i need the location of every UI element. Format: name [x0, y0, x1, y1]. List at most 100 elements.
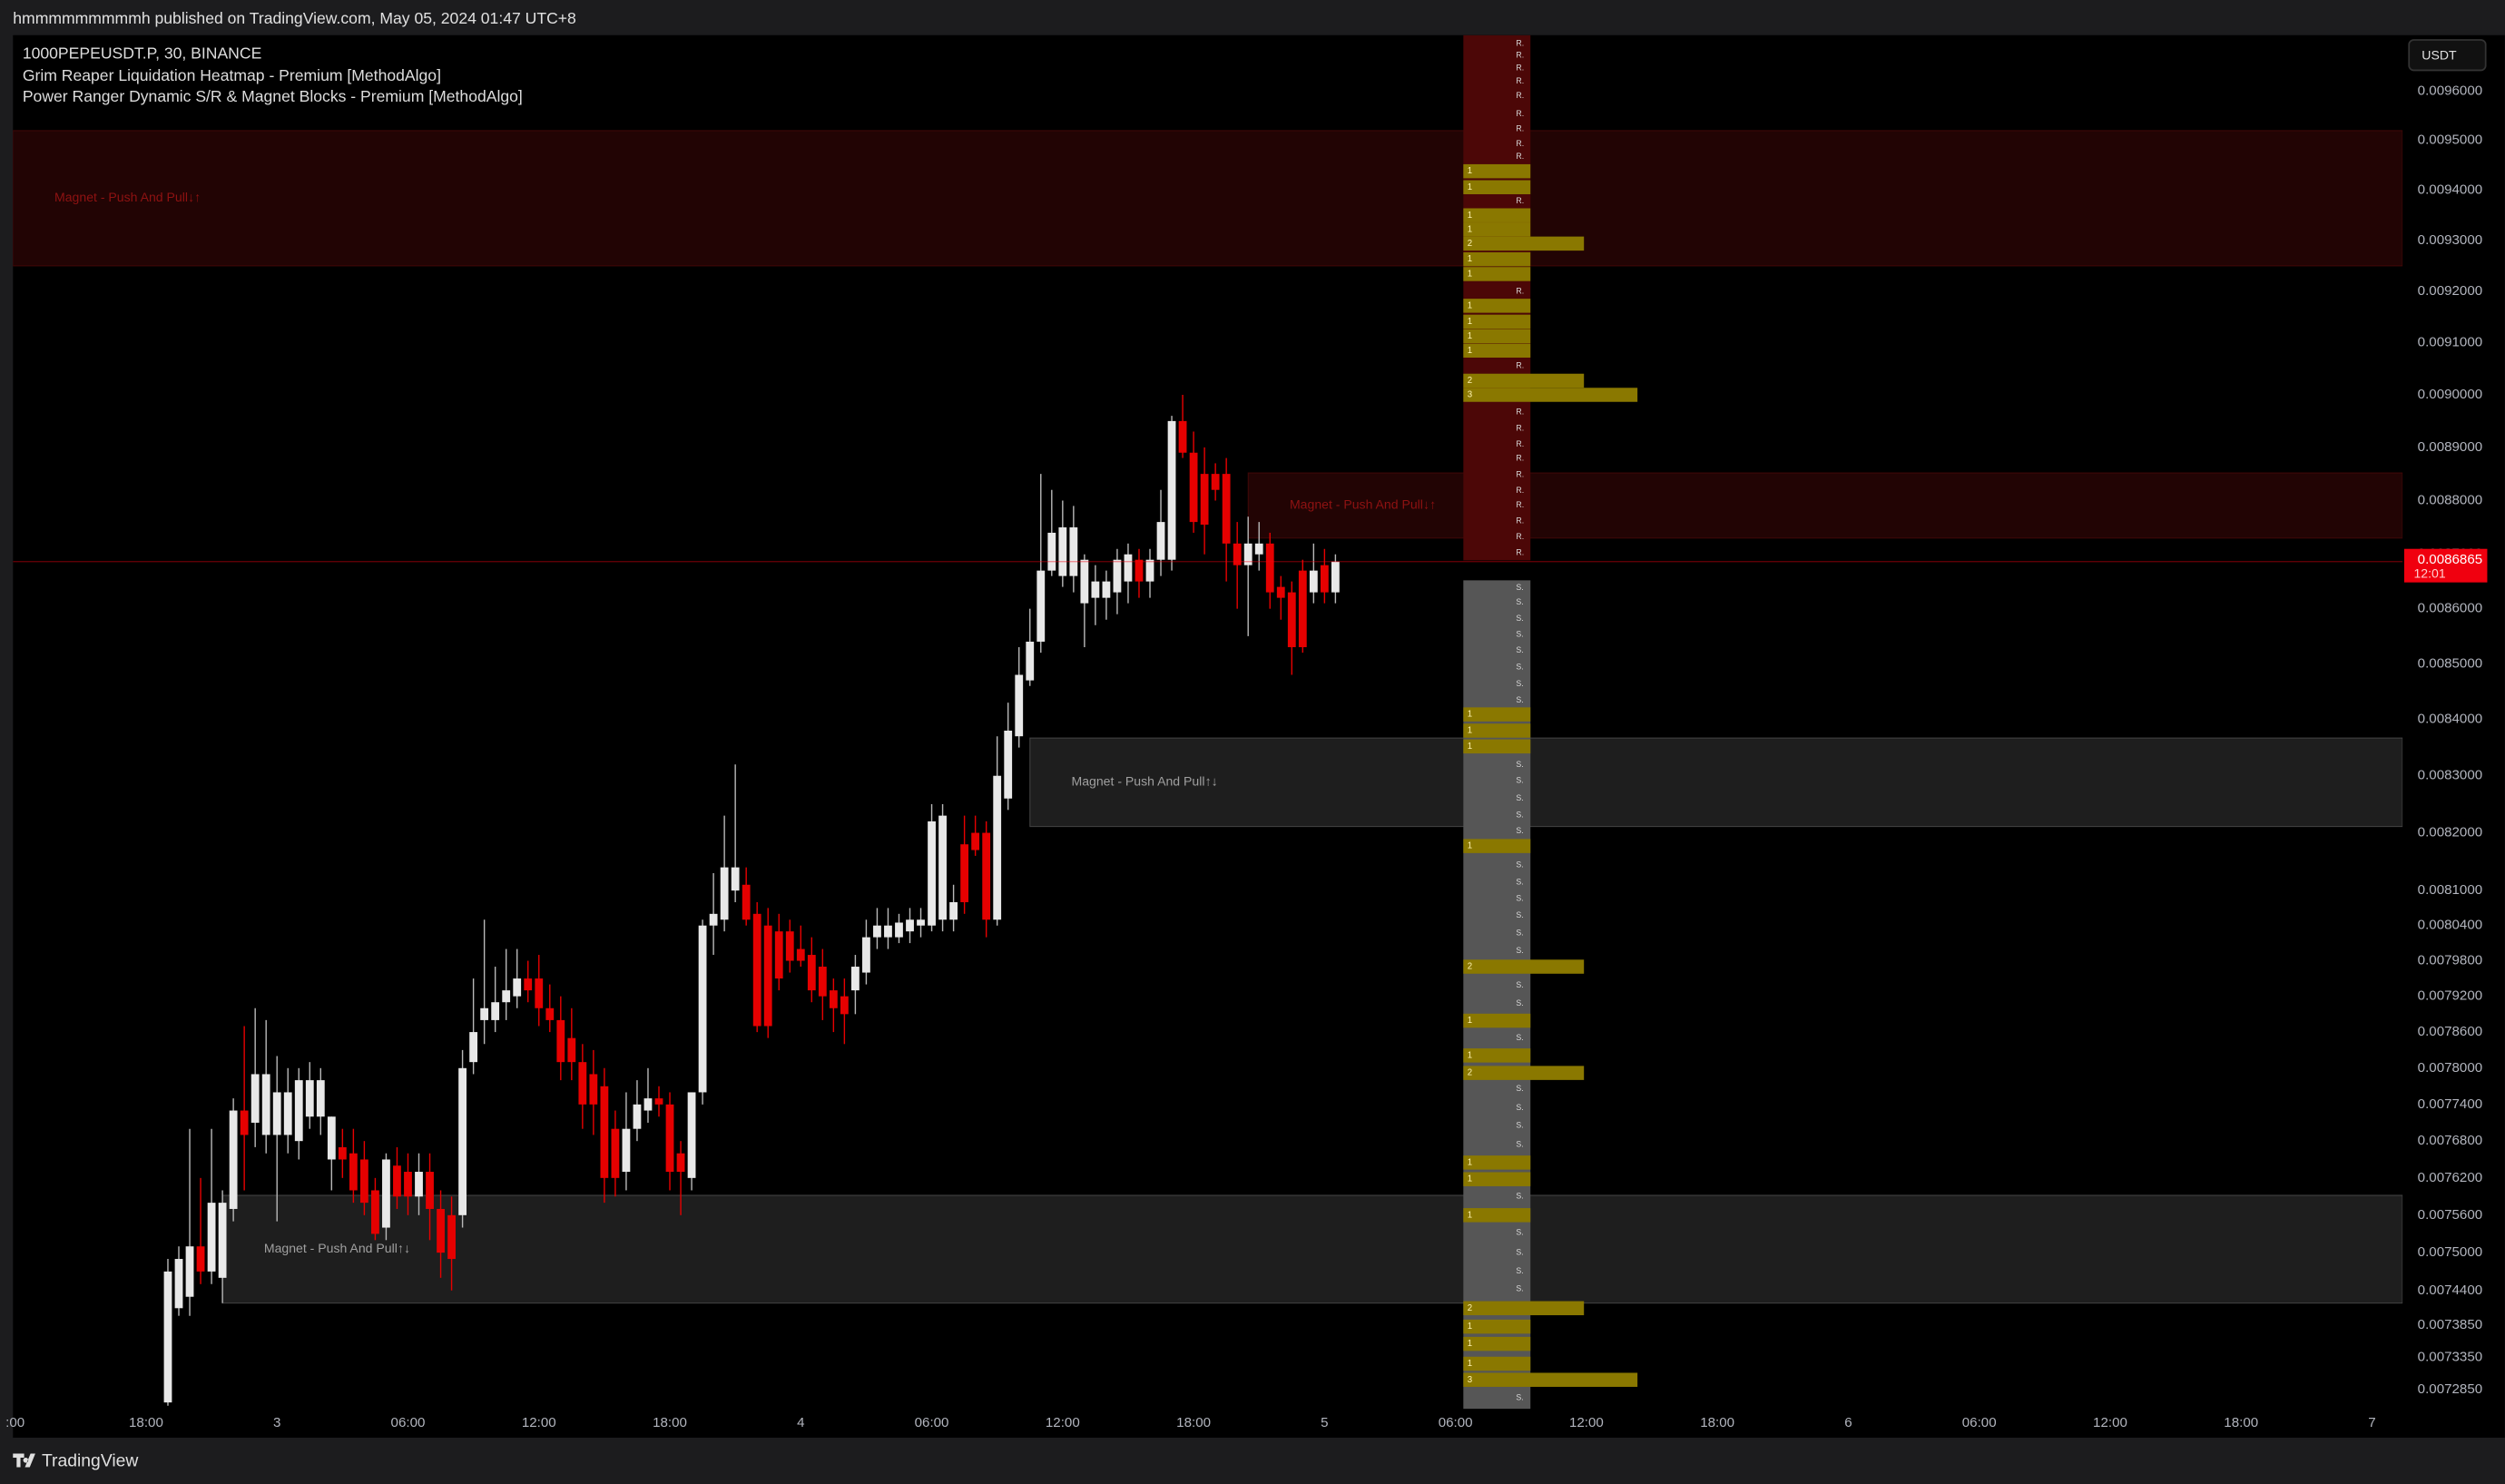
- cluster-count: 2: [1468, 1068, 1472, 1078]
- y-tick-label: 0.0074400: [2418, 1283, 2482, 1298]
- candle-body: [709, 913, 718, 926]
- y-tick-label: 0.0088000: [2418, 492, 2482, 507]
- cluster-count: 1: [1468, 1322, 1472, 1332]
- y-tick-label: 0.0078600: [2418, 1024, 2482, 1039]
- candle-body: [1265, 543, 1274, 593]
- liquidation-cluster: [1463, 222, 1531, 237]
- zone-label: Magnet - Push And Pull↓↑: [1290, 497, 1436, 512]
- level-label: R.: [1516, 63, 1524, 72]
- candle-body: [1091, 581, 1100, 598]
- x-tick-label: 4: [797, 1415, 804, 1430]
- candle-body: [415, 1172, 423, 1197]
- level-label: S.: [1516, 1266, 1523, 1275]
- liquidation-cluster: [1463, 1336, 1531, 1351]
- x-tick-label: 5: [1321, 1415, 1328, 1430]
- candle-body: [687, 1092, 696, 1178]
- logo[interactable]: [13, 1453, 35, 1468]
- liquidation-cluster: [1463, 1319, 1531, 1334]
- liquidation-cluster: [1463, 1155, 1531, 1170]
- last-price-box: [2403, 548, 2488, 583]
- cluster-count: 1: [1468, 211, 1472, 221]
- y-tick-label: 0.0089000: [2418, 439, 2482, 455]
- cluster-count: 2: [1468, 239, 1472, 249]
- candle-body: [622, 1128, 631, 1173]
- x-tick-label: 12:00: [1569, 1415, 1604, 1430]
- level-label: S.: [1516, 679, 1523, 688]
- brand[interactable]: TradingView: [42, 1450, 139, 1470]
- zone-label: Magnet - Push And Pull↑↓: [1072, 774, 1218, 789]
- candle-body: [1320, 565, 1329, 593]
- candle-body: [1178, 420, 1187, 453]
- liquidation-cluster: [1463, 299, 1531, 313]
- y-tick-label: 0.0086000: [2418, 601, 2482, 616]
- candle-body: [850, 967, 860, 991]
- x-tick-label: 6: [1844, 1415, 1852, 1430]
- candle-body: [807, 955, 816, 991]
- y-tick-label: 0.0091000: [2418, 335, 2482, 350]
- currency-label[interactable]: USDT: [2422, 47, 2457, 62]
- level-label: S.: [1516, 776, 1523, 785]
- zone-label: Magnet - Push And Pull↑↓: [264, 1241, 410, 1255]
- level-label: R.: [1516, 152, 1524, 161]
- resistance-band: [1463, 34, 1531, 561]
- candle-body: [993, 775, 1002, 920]
- y-tick-label: 0.0081000: [2418, 882, 2482, 898]
- currency-button[interactable]: [2408, 39, 2487, 72]
- cluster-count: 1: [1468, 1339, 1472, 1349]
- liquidation-cluster: [1463, 251, 1531, 267]
- liquidation-cluster: [1463, 959, 1585, 974]
- candle-body: [1080, 559, 1089, 604]
- candle-body: [469, 1032, 478, 1063]
- candle-body: [1254, 543, 1263, 555]
- candle-body: [218, 1203, 227, 1278]
- y-tick-label: 0.0092000: [2418, 283, 2482, 299]
- candle-body: [556, 1019, 565, 1063]
- level-label: R.: [1516, 51, 1524, 60]
- x-tick-label: 18:00: [129, 1415, 163, 1430]
- y-tick-label: 0.0080400: [2418, 918, 2482, 933]
- candle-body: [491, 1002, 500, 1020]
- level-label: S.: [1516, 662, 1523, 671]
- candle-body: [1211, 474, 1220, 490]
- candle-body: [1015, 674, 1024, 737]
- candle-body: [349, 1153, 358, 1191]
- level-label: R.: [1516, 516, 1524, 525]
- candle-body: [1156, 522, 1165, 560]
- candle-body: [404, 1172, 412, 1197]
- candle-body: [535, 978, 544, 1008]
- indicator-name: Power Ranger Dynamic S/R & Magnet Blocks…: [23, 87, 523, 105]
- candle-body: [938, 815, 947, 920]
- x-tick-label: 12:00: [1046, 1415, 1080, 1430]
- candle-body: [1309, 570, 1318, 593]
- candle-body: [1102, 581, 1111, 598]
- magnet-zone: [13, 130, 2403, 267]
- cluster-count: 2: [1468, 1303, 1472, 1313]
- x-tick-label: :00: [5, 1415, 25, 1430]
- x-tick-label: 18:00: [2224, 1415, 2258, 1430]
- level-label: S.: [1516, 1140, 1523, 1149]
- level-label: S.: [1516, 893, 1523, 902]
- y-tick-label: 0.0095000: [2418, 133, 2482, 148]
- candle-body: [1036, 570, 1046, 642]
- candle-body: [294, 1080, 303, 1142]
- liquidation-cluster: [1463, 723, 1531, 738]
- candle-body: [524, 978, 533, 991]
- candle-body: [731, 867, 740, 891]
- level-label: R.: [1516, 439, 1524, 448]
- cluster-count: 1: [1468, 742, 1472, 752]
- cluster-count: 1: [1468, 1174, 1472, 1184]
- y-tick-label: 0.0085000: [2418, 655, 2482, 671]
- cluster-count: 1: [1468, 1359, 1472, 1369]
- candle-body: [1200, 474, 1209, 526]
- y-tick-label: 0.0076800: [2418, 1133, 2482, 1148]
- indicator-name: Grim Reaper Liquidation Heatmap - Premiu…: [23, 66, 441, 84]
- cluster-count: 1: [1468, 346, 1472, 356]
- candle-body: [382, 1159, 390, 1228]
- candle-body: [971, 832, 980, 850]
- level-label: R.: [1516, 76, 1524, 85]
- candle-body: [305, 1080, 314, 1117]
- level-label: R.: [1516, 124, 1524, 133]
- liquidation-cluster: [1463, 1066, 1585, 1080]
- level-label: S.: [1516, 614, 1523, 623]
